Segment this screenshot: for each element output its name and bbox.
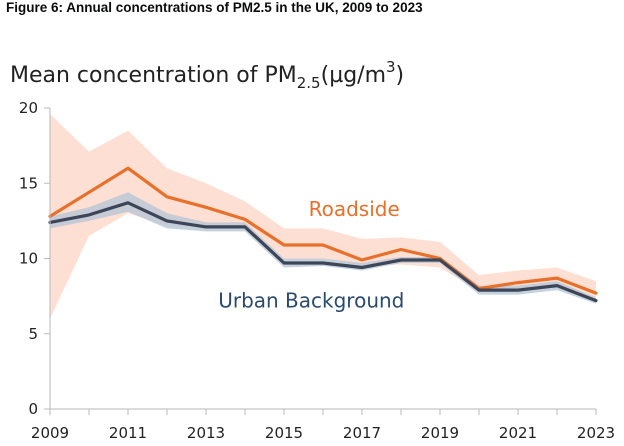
- roadside-point: [126, 167, 130, 170]
- urban-background-point: [555, 284, 559, 287]
- roadside-point: [282, 243, 286, 247]
- y-axis-label-superscript: 3: [386, 58, 396, 76]
- x-tick-label: 2009: [31, 424, 69, 442]
- x-tick-label: 2013: [187, 424, 225, 442]
- urban-background-point: [594, 299, 598, 302]
- y-tick-label: 15: [19, 174, 38, 192]
- y-axis-label-subscript: 2.5: [297, 74, 321, 92]
- x-tick-label: 2019: [421, 424, 459, 442]
- urban-background-point: [360, 266, 364, 269]
- urban-background-point: [477, 288, 481, 292]
- urban-background-point: [243, 225, 247, 229]
- urban-background-point: [282, 261, 286, 265]
- x-tick-label: 2015: [265, 424, 303, 442]
- roadside-range-band: [50, 114, 596, 319]
- urban-background-point: [204, 225, 208, 229]
- roadside-point: [243, 218, 247, 221]
- roadside-point: [360, 258, 364, 262]
- roadside-point: [321, 243, 325, 247]
- y-tick-label: 10: [19, 250, 38, 268]
- urban-background-point: [165, 219, 169, 223]
- urban-background-point: [87, 213, 91, 217]
- urban-background-point: [438, 258, 442, 262]
- y-axis-label: Mean concentration of PM2.5(µg/m3): [10, 58, 404, 92]
- roadside-point: [516, 281, 520, 284]
- roadside-point: [555, 276, 559, 280]
- roadside-point: [399, 248, 403, 251]
- urban-background-point: [126, 201, 130, 205]
- urban-background-point: [516, 288, 520, 292]
- roadside-point: [87, 191, 91, 194]
- x-tick-label: 2011: [109, 424, 147, 442]
- y-tick-label: 5: [28, 325, 38, 343]
- roadside-point: [594, 291, 598, 295]
- y-tick-label: 0: [28, 400, 38, 418]
- x-tick-label: 2017: [343, 424, 381, 442]
- y-axis-label-unit-close: ): [396, 63, 405, 88]
- x-tick-label: 2023: [577, 424, 615, 442]
- urban-background-point: [321, 261, 325, 265]
- urban-background-point: [399, 258, 403, 262]
- roadside-point: [204, 206, 208, 209]
- y-axis-label-prefix: Mean concentration of PM: [10, 63, 297, 88]
- y-tick-label: 20: [19, 99, 38, 117]
- figure-title: Figure 6: Annual concentrations of PM2.5…: [6, 0, 423, 15]
- x-tick-label: 2021: [499, 424, 537, 442]
- roadside-point: [165, 195, 169, 198]
- roadside-label: Roadside: [309, 197, 400, 221]
- urban-background-label: Urban Background: [218, 289, 404, 313]
- y-axis-label-unit-open: (µg/m: [321, 63, 386, 88]
